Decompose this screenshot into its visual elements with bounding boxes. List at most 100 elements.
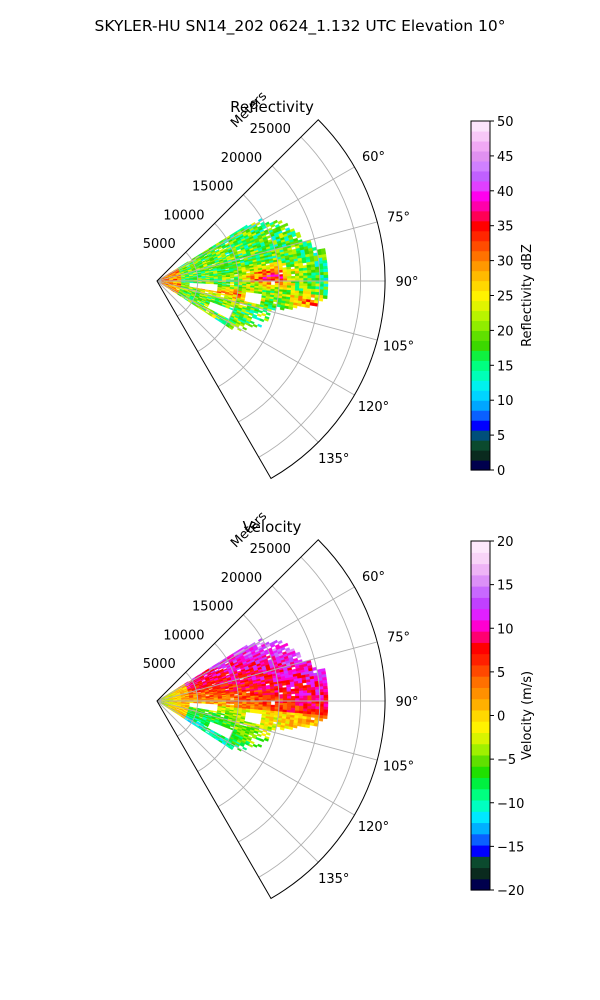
data-cell (302, 270, 308, 274)
azimuth-tick-label: 75° (387, 630, 410, 645)
colorbar-segment (471, 653, 490, 666)
data-cell (252, 323, 258, 328)
data-cell (286, 273, 292, 277)
data-cell (303, 283, 308, 287)
colorbar-segment (471, 300, 490, 312)
colorbar-segment (471, 811, 490, 824)
data-cell (262, 274, 268, 278)
data-cell (310, 714, 316, 718)
data-cell (301, 679, 307, 684)
data-cell (286, 276, 292, 279)
data-cell (319, 283, 325, 288)
data-cell (291, 695, 296, 699)
data-cell (256, 313, 262, 318)
grid-arc (197, 223, 239, 352)
colorbar-segment (471, 160, 490, 172)
data-cell (288, 726, 294, 731)
data-cell (311, 286, 316, 290)
data-cell (270, 276, 276, 280)
data-cell (278, 276, 284, 280)
data-cell (201, 279, 207, 281)
radial-tick-label: 10000 (163, 208, 204, 223)
data-cell (259, 738, 265, 743)
colorbar-segment (471, 574, 490, 587)
colorbar-segment (471, 121, 490, 132)
data-cell (261, 732, 267, 737)
colorbar-tick-label: 15 (497, 579, 514, 594)
data-cell (311, 689, 316, 694)
data-cell (290, 271, 296, 275)
data-cell (272, 219, 279, 225)
colorbar-segment (471, 400, 490, 411)
data-cell (307, 703, 312, 707)
azimuth-tick-label: 105° (383, 760, 414, 775)
colorbar-segment (471, 150, 490, 162)
data-cell (315, 709, 320, 713)
colorbar-segment (471, 130, 490, 142)
colorbar-segment (471, 380, 490, 391)
colorbar-segment (471, 766, 490, 779)
data-cell (248, 323, 254, 328)
data-cell (323, 685, 328, 690)
data-cell (286, 693, 292, 697)
data-cell (311, 269, 316, 274)
data-cell (301, 259, 307, 264)
data-cell (228, 326, 234, 331)
data-cell (262, 276, 268, 280)
colorbar-tick-label: 25 (497, 290, 514, 305)
data-cell (311, 283, 317, 287)
data-cell (290, 691, 296, 695)
azimuth-tick-label: 135° (318, 872, 349, 887)
colorbar-segment (471, 410, 490, 421)
grid-spoke (156, 700, 355, 816)
data-cell (256, 733, 262, 738)
data-cell (315, 272, 321, 276)
colorbar-segment (471, 698, 490, 711)
data-cell (212, 290, 218, 293)
colorbar-segment (471, 350, 490, 361)
data-cell (314, 686, 320, 691)
data-cell (291, 283, 296, 287)
data-cell (323, 274, 329, 279)
data-cell (290, 705, 296, 709)
data-cell (291, 275, 296, 279)
data-cell (265, 680, 270, 685)
data-cell (266, 276, 272, 280)
radial-tick-label: 5000 (143, 657, 176, 672)
data-cell (259, 318, 265, 323)
data-cell (301, 303, 307, 308)
colorbar-tick-label: 40 (497, 185, 514, 200)
data-cell (323, 694, 329, 699)
colorbar-tick-label: 0 (497, 710, 505, 725)
colorbar-segment (471, 430, 490, 441)
data-cell (307, 706, 312, 710)
data-cell (307, 689, 312, 694)
data-cell (189, 281, 194, 284)
grid-arc (258, 556, 361, 878)
colorbar-segment (471, 608, 490, 621)
data-cell (284, 305, 290, 310)
data-cell (299, 693, 304, 697)
data-cell (323, 265, 328, 270)
data-cell (294, 287, 300, 292)
colorbar-segment (471, 280, 490, 292)
data-cell (319, 703, 325, 708)
data-cell (278, 269, 284, 273)
data-cell (307, 286, 312, 290)
colorbar-segment (471, 642, 490, 655)
data-cell (246, 697, 251, 700)
colorbar-tick-label: 20 (497, 324, 514, 339)
data-cell (315, 706, 321, 710)
azimuth-tick-label: 135° (318, 452, 349, 467)
data-cell (311, 703, 317, 707)
grid-spoke (156, 700, 319, 863)
data-cell (315, 286, 321, 290)
data-cell (181, 281, 186, 283)
data-cell (220, 713, 226, 716)
data-cell (261, 312, 267, 317)
colorbar-segment (471, 754, 490, 767)
data-cell (298, 270, 304, 274)
data-cell (197, 702, 203, 704)
data-cell (286, 271, 292, 275)
data-cell (257, 711, 263, 715)
